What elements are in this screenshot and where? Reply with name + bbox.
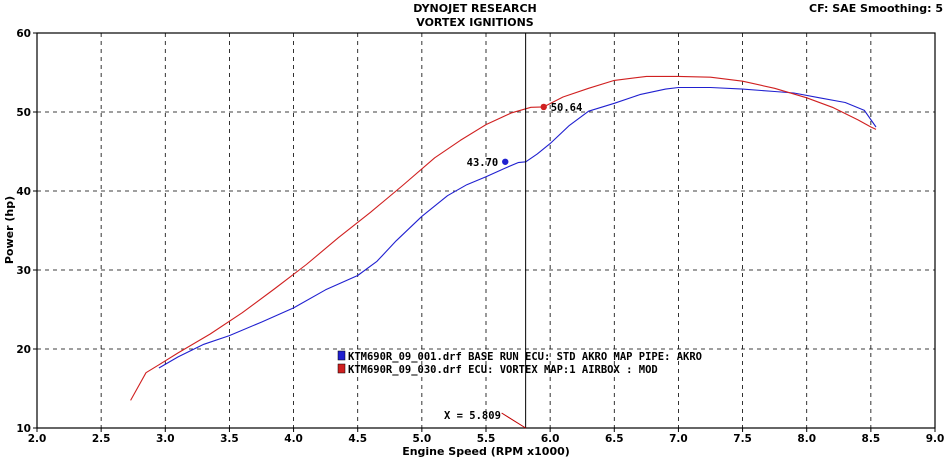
x-tick-label: 6.0: [541, 433, 560, 445]
y-tick-label: 10: [16, 423, 31, 435]
cursor[interactable]: X = 5.809: [444, 33, 527, 429]
settings-readout: CF: SAE Smoothing: 5: [809, 2, 943, 15]
chart-title: DYNOJET RESEARCH: [413, 2, 536, 15]
x-tick-label: 4.5: [348, 433, 367, 445]
y-tick-label: 20: [16, 344, 31, 356]
x-tick-label: 6.5: [605, 433, 624, 445]
legend-swatch-series-2: [337, 363, 346, 374]
marker-dot-1: [502, 158, 509, 165]
y-tick-label: 30: [16, 265, 31, 277]
y-tick-labels: 10 20 30 40 50 60: [16, 28, 37, 435]
value-markers: 43.70 50.64: [467, 102, 583, 169]
x-tick-label: 3.0: [156, 433, 175, 445]
legend: KTM690R_09_001.drf BASE RUN ECU: STD AKR…: [337, 350, 702, 376]
y-tick-label: 40: [16, 186, 31, 198]
grid: [37, 33, 935, 428]
x-tick-label: 9.0: [926, 433, 945, 445]
x-tick-label: 7.0: [669, 433, 688, 445]
x-tick-label: 7.5: [733, 433, 752, 445]
x-tick-label: 2.5: [92, 433, 111, 445]
series-line-1: [158, 86, 877, 369]
marker-label-2: 50.64: [551, 102, 583, 114]
chart-subtitle: VORTEX IGNITIONS: [416, 16, 534, 29]
x-axis-label: Engine Speed (RPM x1000): [402, 445, 570, 457]
x-tick-label: 2.0: [28, 433, 47, 445]
x-tick-label: 3.5: [220, 433, 239, 445]
cursor-readout: X = 5.809: [444, 410, 501, 422]
x-tick-label: 4.0: [284, 433, 303, 445]
y-tick-label: 60: [16, 28, 31, 40]
legend-label-series-2: KTM690R_09_030.drf ECU: VORTEX MAP:1 AIR…: [348, 364, 658, 376]
legend-label-series-1: KTM690R_09_001.drf BASE RUN ECU: STD AKR…: [348, 351, 702, 363]
series-line-2: [130, 75, 877, 401]
y-tick-label: 50: [16, 107, 31, 119]
x-tick-label: 5.0: [413, 433, 432, 445]
x-tick-label: 8.0: [797, 433, 816, 445]
x-tick-label: 8.5: [862, 433, 881, 445]
x-tick-labels: 2.0 2.5 3.0 3.5 4.0 4.5 5.0 5.5 6.0 6.5 7.0 7.5 8.0 8…: [28, 428, 945, 445]
marker-dot-2: [540, 103, 547, 111]
cursor-indicator: [501, 412, 526, 429]
legend-swatch-series-1: [337, 350, 346, 361]
y-axis-label: Power (hp): [3, 196, 16, 264]
x-tick-label: 5.5: [477, 433, 496, 445]
marker-label-1: 43.70: [467, 157, 499, 169]
